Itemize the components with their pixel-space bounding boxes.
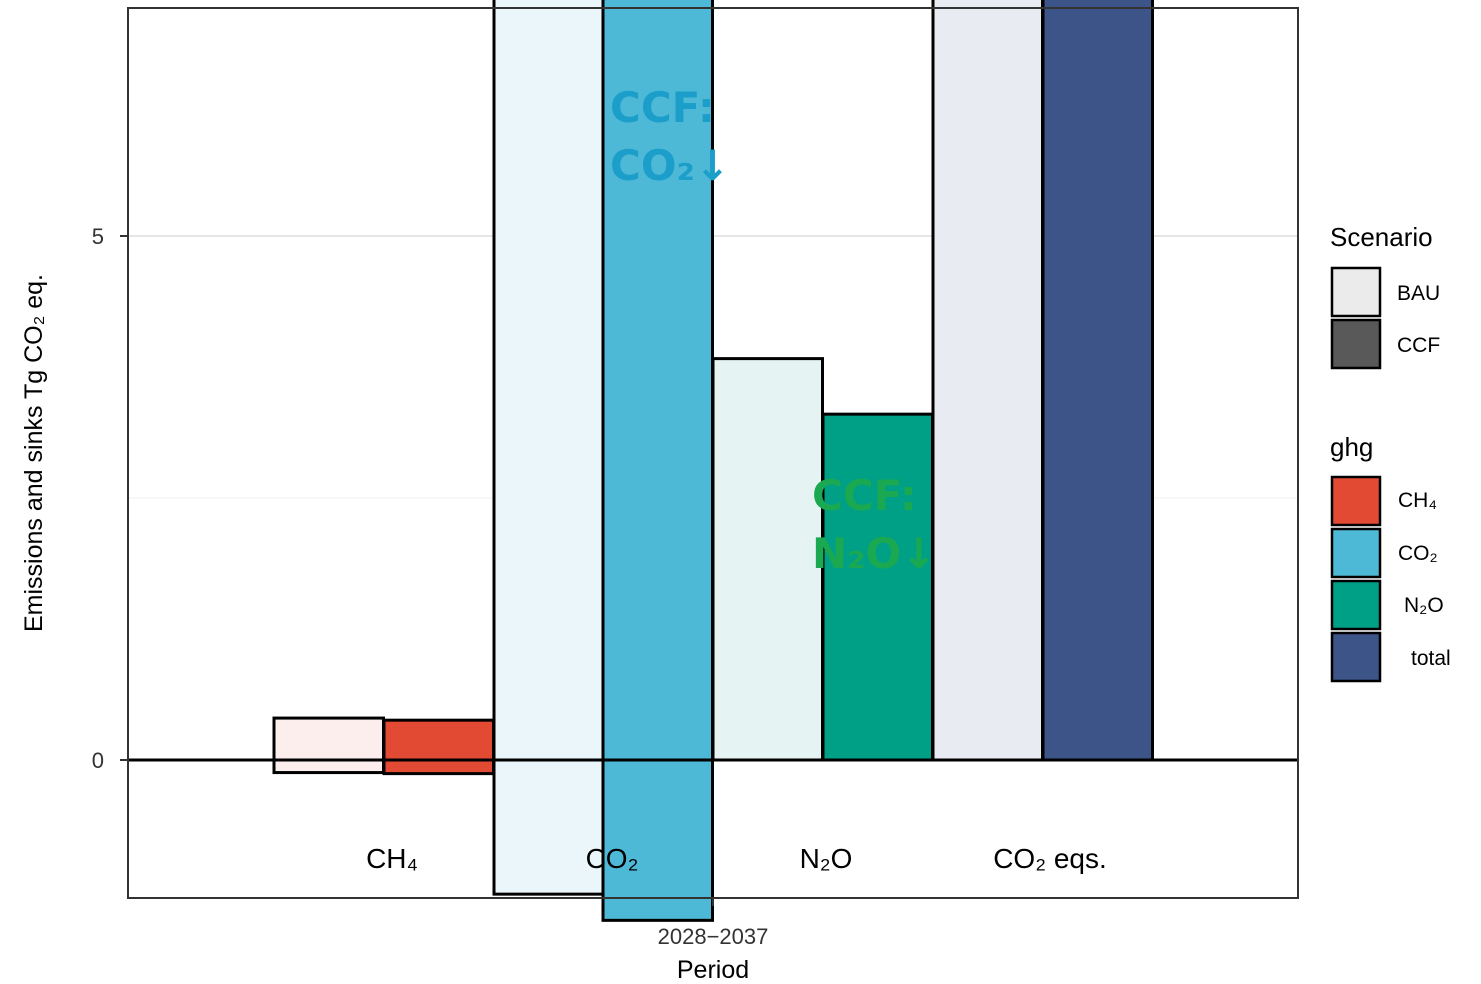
y-ticks: 0510 [92, 224, 128, 773]
legend-key-bau [1330, 266, 1382, 318]
x-tick-label: 2028−2037 [658, 924, 769, 949]
category-label-co2: CO₂ [586, 843, 639, 874]
annotation-n2o-line1: CCF: [812, 471, 917, 520]
annotation-n2o-line2: N₂O↓ [812, 529, 936, 578]
legend-scenario-title: Scenario [1330, 222, 1433, 252]
bar-total-ccf [1041, 0, 1154, 762]
annotation-co2-line1: CCF: [610, 83, 715, 132]
legend-key-n2o [1330, 579, 1382, 631]
annotation-co2-line2: CO₂↓ [610, 141, 730, 190]
legend-key-ch4 [1330, 475, 1382, 527]
legend-label-n2o: N₂O [1404, 594, 1444, 617]
legend-label-co2: CO₂ [1398, 542, 1438, 565]
legend-label-ccf: CCF [1397, 334, 1440, 357]
bar-n2o-ccf [821, 412, 934, 762]
legend-ghg-title: ghg [1330, 432, 1373, 462]
bar-ch4-bau [272, 716, 385, 775]
category-label-ch4: CH₄ [366, 843, 418, 874]
legend-key-ccf [1330, 318, 1382, 370]
y-tick-label: 0 [92, 748, 104, 773]
legend-label-total: total [1411, 647, 1451, 670]
y-tick-label: 5 [92, 224, 104, 249]
legend-key-co2 [1330, 527, 1382, 579]
x-axis-title: Period [677, 956, 749, 984]
legend-key-total [1330, 631, 1382, 683]
bar-ch4-ccf [382, 718, 495, 776]
category-label-co2-eqs: CO₂ eqs. [993, 843, 1107, 874]
y-axis-title: Emissions and sinks Tg CO₂ eq. [20, 274, 48, 632]
bar-total-bau [931, 0, 1044, 762]
legend-label-ch4: CH₄ [1398, 489, 1437, 512]
bars-group [272, 0, 1154, 922]
legend-label-bau: BAU [1397, 282, 1440, 305]
bar-n2o-bau [711, 357, 824, 762]
bar-co2-ccf [601, 0, 714, 922]
bar-co2-bau [492, 0, 605, 896]
category-label-n2o: N₂O [800, 843, 853, 874]
